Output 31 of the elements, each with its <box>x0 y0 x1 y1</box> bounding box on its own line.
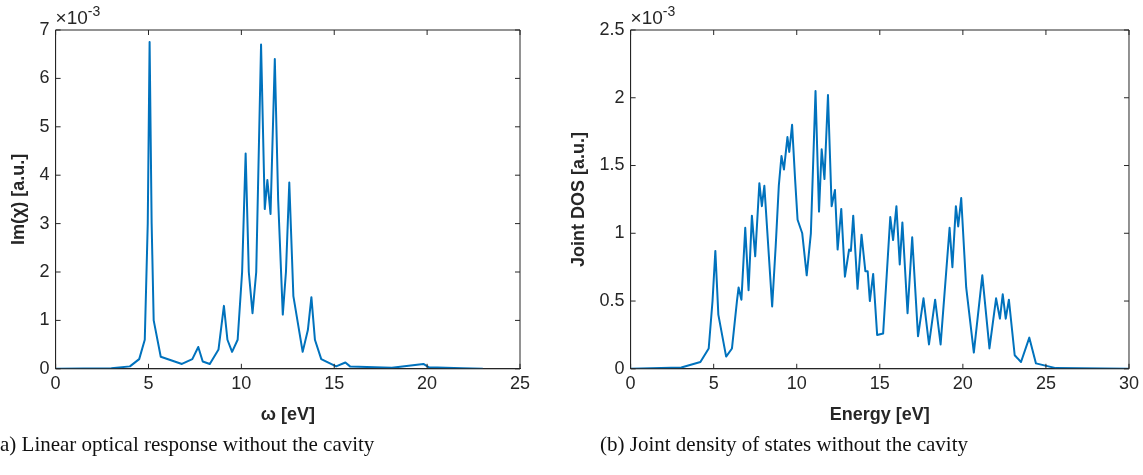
x-tick-label: 30 <box>1118 372 1139 393</box>
y-tick-label: 7 <box>39 18 50 39</box>
y-tick-label: 5 <box>39 115 50 136</box>
x-tick-label: 20 <box>417 372 438 393</box>
x-tick-label: 5 <box>143 372 154 393</box>
x-tick-label: 25 <box>509 372 531 393</box>
x-tick-label: 25 <box>1035 372 1056 393</box>
y-tick-label: 2 <box>39 260 50 281</box>
y-axis-title: Joint DOS [a.u.] <box>567 131 588 267</box>
y-tick-label: 2.5 <box>599 18 625 39</box>
y-tick-label: 4 <box>39 164 50 185</box>
y-tick-label: 3 <box>39 212 50 233</box>
x-tick-label: 10 <box>231 372 252 393</box>
y-tick-label: 1 <box>614 222 625 243</box>
x-tick-label: 10 <box>786 372 807 393</box>
y-tick-label: 2 <box>614 86 625 107</box>
x-tick-label: 20 <box>952 372 973 393</box>
text: a) Linear optical response without the cavity <box>0 432 375 457</box>
y-tick-label: 1 <box>39 309 50 330</box>
x-axis-title: ω [eV] <box>260 404 315 425</box>
y-tick-label: 1.5 <box>599 154 625 175</box>
text: (b) Joint density of states without the cavity <box>600 432 969 457</box>
x-tick-label: 5 <box>708 372 719 393</box>
y-tick-label: 6 <box>39 67 50 88</box>
y-tick-label: 0.5 <box>599 290 625 311</box>
x-tick-label: 15 <box>869 372 890 393</box>
y-tick-label: 0 <box>614 357 625 378</box>
y-axis-title: Im(χ) [a.u.] <box>7 153 28 246</box>
x-axis-title: Energy [eV] <box>829 404 930 425</box>
y-tick-label: 0 <box>39 357 50 378</box>
x-tick-label: 15 <box>324 372 345 393</box>
